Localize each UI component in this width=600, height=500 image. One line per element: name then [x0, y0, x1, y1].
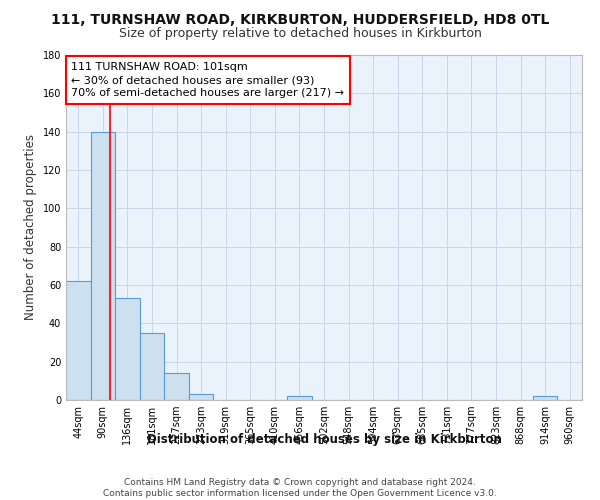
Bar [287, 396, 312, 400]
Bar [189, 394, 214, 400]
Text: Contains HM Land Registry data © Crown copyright and database right 2024.
Contai: Contains HM Land Registry data © Crown c… [103, 478, 497, 498]
Bar [533, 396, 557, 400]
Bar [140, 333, 164, 400]
Bar [164, 373, 189, 400]
Bar [115, 298, 140, 400]
Text: Distribution of detached houses by size in Kirkburton: Distribution of detached houses by size … [146, 432, 502, 446]
Text: 111, TURNSHAW ROAD, KIRKBURTON, HUDDERSFIELD, HD8 0TL: 111, TURNSHAW ROAD, KIRKBURTON, HUDDERSF… [51, 12, 549, 26]
Bar [66, 281, 91, 400]
Text: 111 TURNSHAW ROAD: 101sqm
← 30% of detached houses are smaller (93)
70% of semi-: 111 TURNSHAW ROAD: 101sqm ← 30% of detac… [71, 62, 344, 98]
Bar [91, 132, 115, 400]
Text: Size of property relative to detached houses in Kirkburton: Size of property relative to detached ho… [119, 28, 481, 40]
Y-axis label: Number of detached properties: Number of detached properties [24, 134, 37, 320]
